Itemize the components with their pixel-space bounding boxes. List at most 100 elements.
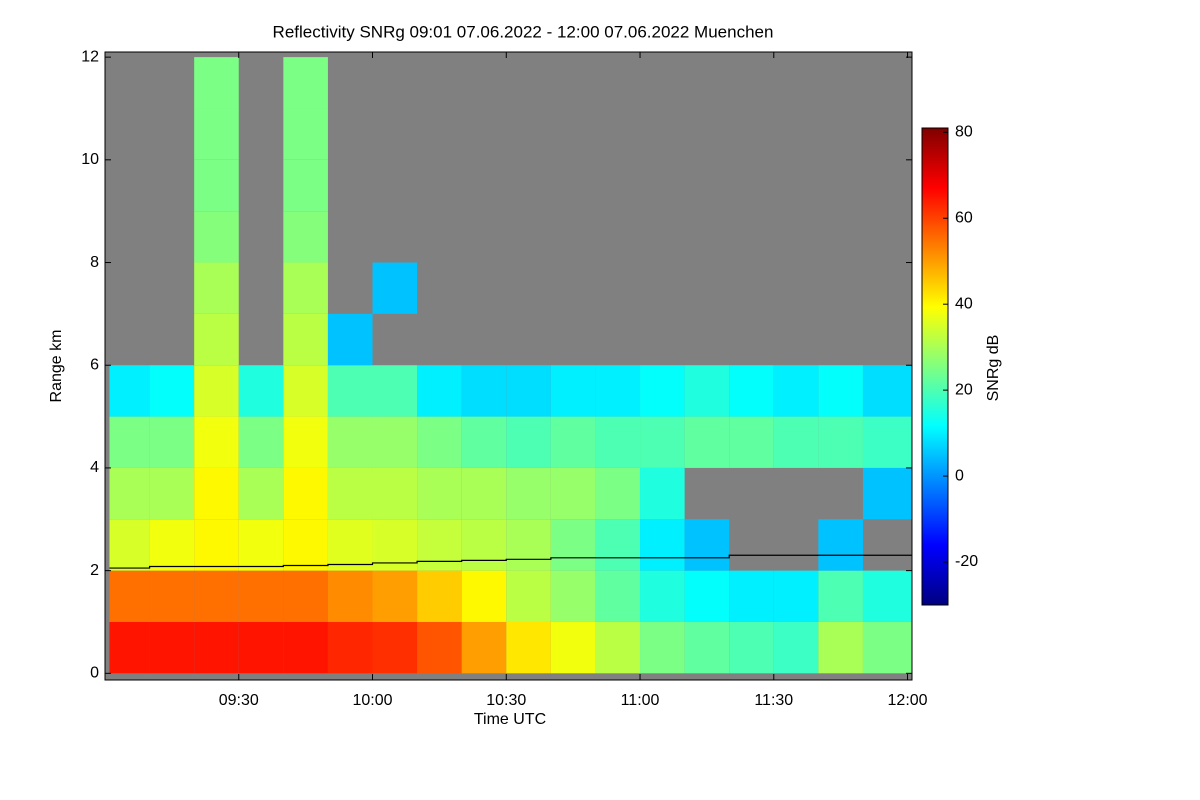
heatmap-cell [149, 621, 195, 674]
heatmap-cell [461, 467, 507, 520]
heatmap-cell [729, 621, 774, 674]
heatmap-cell [818, 416, 863, 468]
heatmap-cell [550, 621, 596, 674]
x-tick-label: 12:00 [888, 692, 928, 709]
y-tick-label: 2 [90, 562, 99, 579]
heatmap-cell [506, 519, 551, 571]
heatmap-cell [238, 365, 284, 417]
heatmap-cell [550, 570, 596, 622]
heatmap-cell [417, 416, 462, 468]
heatmap-cell [862, 570, 912, 622]
heatmap-cell [506, 570, 551, 622]
heatmap-cell [729, 416, 774, 468]
y-tick-label: 8 [90, 254, 99, 271]
heatmap-cell [417, 621, 462, 674]
x-tick-label: 11:30 [754, 692, 793, 709]
heatmap-cell [818, 570, 863, 622]
heatmap-cell [327, 313, 373, 366]
heatmap-cell [595, 519, 641, 571]
heatmap-cell [506, 416, 551, 468]
colorbar-tick-label: 40 [955, 295, 973, 312]
heatmap-cell [327, 570, 373, 622]
heatmap-cell [640, 519, 685, 571]
heatmap-cell [773, 621, 819, 674]
heatmap-cell [640, 365, 685, 417]
heatmap-cell [461, 416, 507, 468]
heatmap-cell [506, 365, 551, 417]
heatmap-cell [194, 313, 239, 366]
heatmap-cell [109, 467, 150, 520]
y-tick-label: 4 [90, 459, 99, 476]
heatmap-cell [506, 621, 551, 674]
colorbar-label: SNRg dB [985, 335, 1002, 402]
heatmap-cell [283, 570, 328, 622]
heatmap-cell [109, 570, 150, 622]
heatmap-cell [640, 621, 685, 674]
heatmap-cell [372, 365, 418, 417]
heatmap-cell [238, 570, 284, 622]
heatmap-cell [194, 570, 239, 622]
heatmap-cell [461, 621, 507, 674]
heatmap-cell [461, 570, 507, 622]
heatmap-cell [862, 621, 912, 674]
heatmap-cell [417, 467, 462, 520]
heatmap-cell [417, 519, 462, 571]
heatmap-cell [818, 621, 863, 674]
heatmap-cell [372, 262, 418, 314]
x-axis-label: Time UTC [474, 711, 546, 728]
heatmap-cell [640, 570, 685, 622]
heatmap-cell [729, 365, 774, 417]
heatmap-cell [640, 416, 685, 468]
heatmap-cell [773, 416, 819, 468]
heatmap-cell [194, 416, 239, 468]
heatmap-cell [372, 416, 418, 468]
plot-frame [104, 51, 913, 681]
heatmap-cell [372, 519, 418, 571]
heatmap-cell [595, 621, 641, 674]
heatmap-cell [109, 519, 150, 571]
heatmap-cell [684, 621, 730, 674]
heatmap-cell [283, 262, 328, 314]
heatmap-cell [684, 416, 730, 468]
heatmap-cell [773, 570, 819, 622]
y-tick-label: 0 [90, 665, 99, 682]
heatmap-cell [283, 416, 328, 468]
y-tick-label: 12 [81, 48, 99, 65]
heatmap-cell [550, 467, 596, 520]
heatmap-cell [595, 570, 641, 622]
heatmap-cell [327, 621, 373, 674]
heatmap-cell [684, 570, 730, 622]
colorbar-tick-label: 20 [955, 381, 973, 398]
x-tick-label: 09:30 [219, 692, 259, 709]
heatmap-cell [149, 467, 195, 520]
heatmap-cell [461, 365, 507, 417]
colorbar [921, 127, 949, 606]
heatmap-cell [283, 467, 328, 520]
heatmap-cell [862, 467, 912, 520]
heatmap-cell [550, 416, 596, 468]
heatmap-cell [729, 570, 774, 622]
heatmap-cell [194, 159, 239, 212]
heatmap-cell [238, 621, 284, 674]
x-tick-label: 10:30 [486, 692, 526, 709]
heatmap-cell [194, 365, 239, 417]
heatmap-cell [283, 621, 328, 674]
colorbar-tick-label: 80 [955, 124, 973, 141]
heatmap-cell [595, 467, 641, 520]
heatmap-cell [283, 519, 328, 571]
y-tick-label: 10 [81, 151, 99, 168]
y-tick-label: 6 [90, 356, 99, 373]
heatmap-cell [862, 365, 912, 417]
heatmap-cell [149, 365, 195, 417]
heatmap-cell [149, 416, 195, 468]
heatmap-cell [109, 365, 150, 417]
heatmap-cell [283, 108, 328, 160]
colorbar-tick-label: 60 [955, 209, 973, 226]
heatmap-cell [327, 365, 373, 417]
heatmap-cell [283, 211, 328, 263]
heatmap-cell [238, 467, 284, 520]
heatmap-cell [238, 416, 284, 468]
heatmap-cell [506, 467, 551, 520]
heatmap-cell [862, 416, 912, 468]
overlay-line [109, 554, 912, 569]
